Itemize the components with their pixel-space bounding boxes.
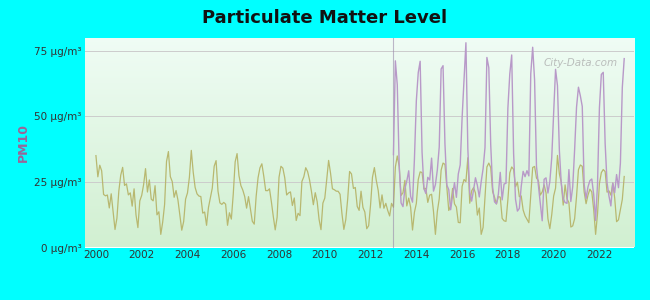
Text: City-Data.com: City-Data.com [543, 58, 618, 68]
Y-axis label: PM10: PM10 [17, 123, 30, 162]
Text: Particulate Matter Level: Particulate Matter Level [202, 9, 448, 27]
